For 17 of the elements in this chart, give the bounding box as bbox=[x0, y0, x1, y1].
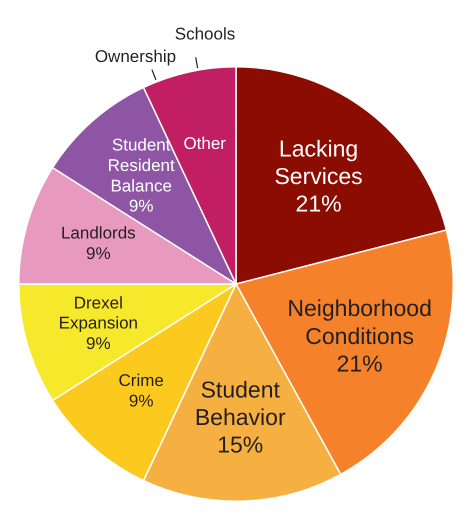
data-label: 9% bbox=[86, 244, 111, 263]
data-label: 9% bbox=[86, 334, 111, 354]
slice-label: Other bbox=[183, 134, 226, 153]
data-label: 9% bbox=[128, 391, 154, 410]
data-label: 9% bbox=[128, 196, 154, 216]
data-label: 21% bbox=[336, 350, 383, 376]
data-label: 21% bbox=[296, 190, 342, 217]
slice-label: Student Behavior bbox=[194, 376, 286, 430]
text: Schools bbox=[174, 24, 236, 44]
slice-label: Crime bbox=[118, 371, 164, 390]
slice-label: Neighborhood Conditions bbox=[287, 295, 432, 349]
slice-label: Lacking Services bbox=[274, 135, 363, 189]
text: Ownership bbox=[94, 47, 176, 66]
data-label: 15% bbox=[217, 432, 264, 458]
slice-label: Student Resident Balance bbox=[108, 136, 175, 196]
slice-label: Drexel Expansion bbox=[58, 293, 138, 333]
slice-label: Landlords bbox=[60, 223, 136, 242]
